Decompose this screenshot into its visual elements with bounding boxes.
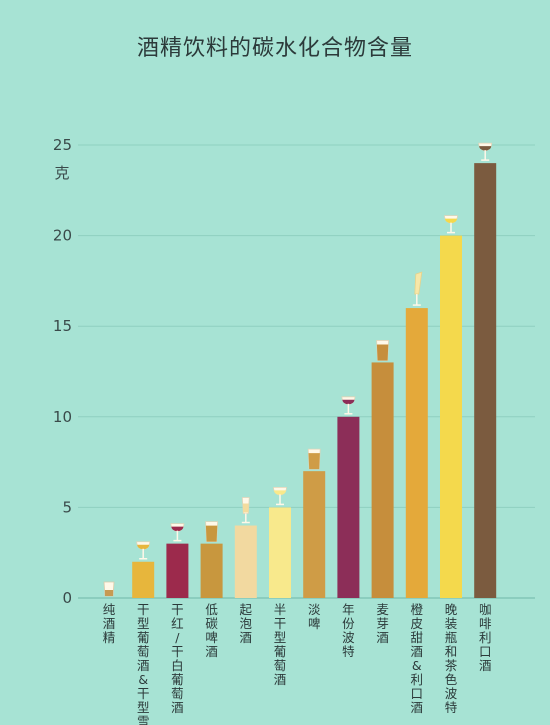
- ale-glass-icon: [376, 340, 390, 361]
- x-category-label: 淡啤: [308, 602, 321, 631]
- x-category-label: 纯酒精: [103, 602, 116, 645]
- x-category-label: 橙皮甜酒&利口酒: [411, 602, 424, 715]
- bar: [440, 235, 462, 598]
- beer-glass-icon: [307, 448, 321, 470]
- bar: [405, 308, 428, 598]
- x-category-label: 年份波特: [342, 602, 355, 659]
- liqueur-glass-icon: [412, 271, 423, 306]
- coffee-liqueur-glass-icon: [478, 142, 493, 161]
- glass-icons: [103, 142, 493, 597]
- chart-title: 酒精饮料的碳水化合物含量: [136, 36, 413, 61]
- bar: [303, 471, 326, 598]
- y-axis-unit: 克: [54, 164, 69, 182]
- champagne-flute-icon: [241, 497, 250, 524]
- x-category-label: 咖啡利口酒: [479, 602, 492, 673]
- bar: [200, 543, 223, 598]
- bar: [337, 416, 360, 598]
- bar: [474, 163, 497, 598]
- white-wine-glass-icon: [273, 487, 287, 506]
- bar: [234, 525, 257, 598]
- port-glass-icon: [444, 215, 458, 234]
- x-category-label: 晚装瓶和茶色波特: [445, 602, 458, 715]
- beer-glass-icon: [205, 521, 219, 543]
- x-category-label: 干红/干白葡萄酒: [171, 602, 184, 715]
- y-tick-label: 0: [62, 589, 72, 607]
- white-wine-glass-icon: [136, 541, 151, 560]
- y-tick-label: 15: [53, 317, 72, 335]
- x-category-label: 干型葡萄酒&干型雪利酒: [137, 602, 150, 725]
- y-tick-label: 10: [53, 408, 72, 426]
- y-tick-label: 20: [53, 227, 72, 245]
- y-tick-label: 25: [53, 136, 72, 154]
- shot-glass-icon: [103, 581, 115, 597]
- y-tick-label: 5: [62, 498, 72, 516]
- bars: [132, 163, 497, 598]
- bar: [166, 543, 189, 598]
- port-glass-icon: [341, 396, 356, 415]
- red-wine-glass-icon: [170, 523, 185, 542]
- bar: [269, 507, 291, 598]
- bar: [132, 561, 155, 598]
- x-category-label: 半干型葡萄酒: [274, 602, 287, 687]
- x-category-label: 起泡酒: [240, 602, 253, 645]
- x-category-label: 低碳啤酒: [205, 602, 218, 659]
- y-axis: 0 5 10 15 20 25 克: [53, 136, 535, 607]
- category-labels: 纯酒精 干型葡萄酒&干型雪利酒 干红/干白葡萄酒 低碳啤酒 起泡酒 半干型葡萄酒 淡啤 年份波…: [103, 602, 492, 725]
- x-category-label: 麦芽酒: [376, 602, 389, 645]
- bar: [371, 362, 394, 598]
